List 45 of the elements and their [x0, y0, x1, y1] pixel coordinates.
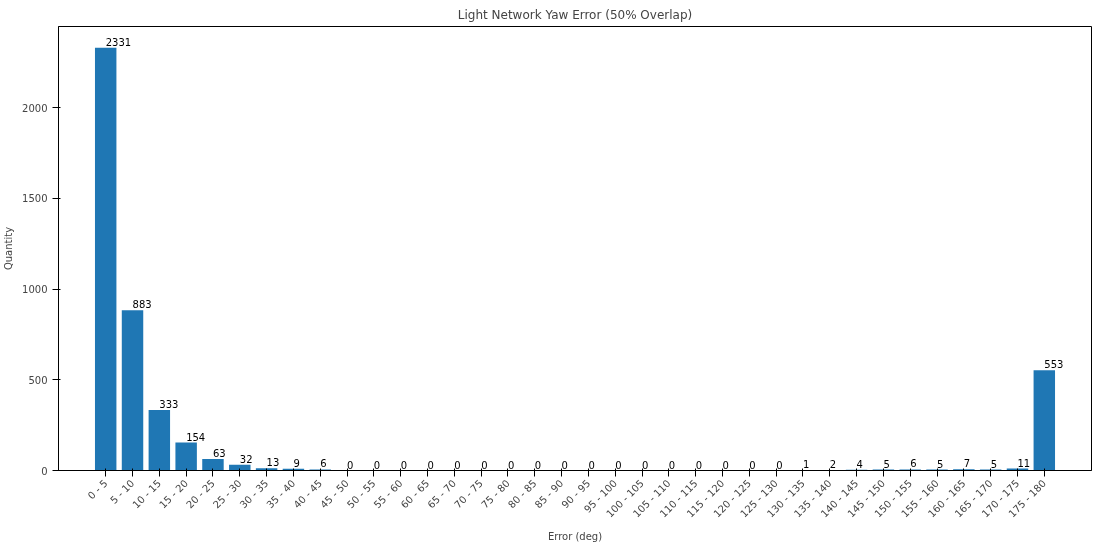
x-axis-title: Error (deg) — [547, 531, 603, 543]
data-label: 0 — [481, 459, 488, 471]
data-label: 0 — [400, 459, 408, 471]
y-tick-label: 500 — [28, 374, 48, 386]
data-label: 154 — [186, 431, 206, 443]
data-label: 553 — [1044, 359, 1064, 371]
data-label: 0 — [427, 459, 434, 471]
data-label: 32 — [239, 453, 253, 465]
data-label: 6 — [320, 458, 327, 470]
data-label: 883 — [132, 299, 152, 311]
data-label: 9 — [293, 457, 300, 469]
data-label: 1 — [802, 459, 810, 471]
y-tick-label: 2000 — [22, 102, 48, 114]
data-label: 0 — [695, 459, 703, 471]
x-tick-label: 0 - 5 — [85, 477, 110, 502]
data-label: 13 — [266, 457, 280, 469]
data-label: 2331 — [105, 36, 132, 48]
data-label: 5 — [990, 458, 998, 470]
y-axis-title: Quantity — [3, 226, 15, 271]
data-label: 0 — [561, 459, 568, 471]
data-label: 0 — [668, 459, 676, 471]
data-label: 5 — [883, 458, 890, 470]
data-label: 2 — [829, 459, 837, 471]
y-tick-label: 1500 — [22, 193, 48, 205]
data-label: 0 — [454, 459, 461, 471]
data-label: 11 — [1017, 457, 1031, 469]
data-label: 0 — [588, 459, 595, 471]
data-label: 0 — [347, 459, 354, 471]
data-label: 6 — [910, 458, 917, 470]
data-label: 5 — [937, 458, 944, 470]
data-label: 333 — [159, 399, 179, 411]
data-label: 7 — [963, 458, 971, 470]
data-label: 4 — [856, 458, 863, 470]
data-label: 0 — [373, 459, 381, 471]
data-label: 63 — [212, 448, 226, 460]
data-label: 0 — [534, 459, 542, 471]
data-label: 0 — [776, 459, 783, 471]
data-label: 0 — [615, 459, 622, 471]
y-tick-label: 1000 — [22, 284, 48, 296]
data-label: 0 — [642, 459, 649, 471]
data-label: 0 — [749, 459, 756, 471]
data-label: 0 — [722, 459, 729, 471]
data-label: 0 — [507, 459, 515, 471]
chart-title: Light Network Yaw Error (50% Overlap) — [457, 7, 693, 22]
y-tick-label: 0 — [41, 465, 48, 477]
